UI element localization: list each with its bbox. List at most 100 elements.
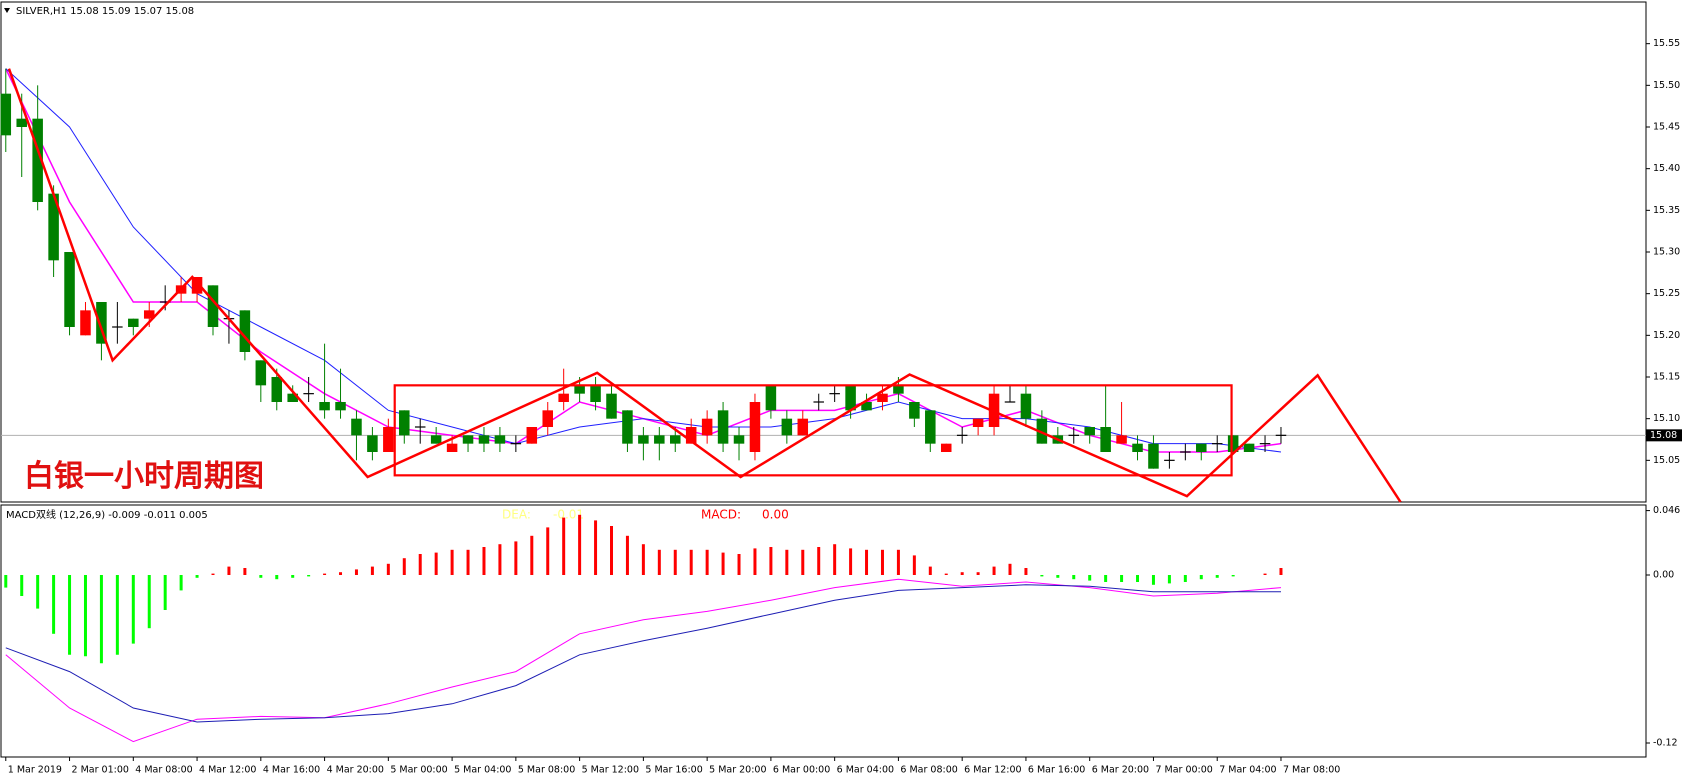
candle-body	[16, 118, 27, 127]
y-tick-label: 15.20	[1653, 330, 1680, 341]
candle-body	[733, 435, 745, 444]
candle-body	[335, 402, 346, 411]
macd-value: 0.00	[762, 508, 789, 522]
x-tick-label: 5 Mar 20:00	[709, 765, 766, 776]
x-tick-label: 7 Mar 08:00	[1283, 765, 1340, 776]
y-tick-label: 15.15	[1653, 372, 1680, 383]
y-tick-label: 15.25	[1653, 288, 1680, 299]
candle-body	[845, 385, 856, 411]
y-tick-label: 15.35	[1653, 205, 1680, 216]
x-tick-label: 5 Mar 04:00	[454, 765, 511, 776]
x-tick-label: 7 Mar 04:00	[1219, 765, 1276, 776]
candle-body	[1148, 443, 1159, 469]
candle-body	[271, 377, 283, 402]
candle-body	[32, 118, 43, 202]
candle-body	[669, 435, 681, 444]
candle-body	[319, 402, 330, 411]
macd-label: MACD:	[701, 508, 741, 522]
candle-body	[701, 418, 713, 436]
x-tick-label: 5 Mar 08:00	[518, 765, 575, 776]
candle-body	[925, 410, 936, 444]
candle-body	[446, 443, 458, 452]
candle-body	[781, 418, 793, 436]
macd-title: MACD双线 (12,26,9) -0.009 -0.011 0.005	[6, 508, 208, 521]
macd-panel	[0, 504, 1647, 758]
candle-body	[590, 385, 601, 402]
zigzag-line	[7, 68, 1402, 503]
y-tick-label: 0.046	[1653, 505, 1680, 516]
range-box	[393, 384, 1233, 477]
candle-body	[383, 427, 394, 452]
dea-value: -0.01	[553, 508, 584, 522]
candle-body	[558, 393, 569, 402]
y-tick-label: 15.30	[1653, 247, 1680, 258]
candle-body	[80, 310, 91, 336]
x-tick-label: 4 Mar 08:00	[135, 765, 192, 776]
candle-body	[1084, 427, 1095, 436]
x-tick-label: 4 Mar 20:00	[327, 765, 384, 776]
candle-body	[574, 385, 585, 394]
candle-body	[654, 435, 665, 444]
candle-body	[351, 418, 362, 436]
candle-body	[1116, 435, 1127, 444]
candle-body	[287, 393, 298, 402]
x-tick-label: 5 Mar 12:00	[582, 765, 639, 776]
candle-body	[191, 277, 203, 294]
candle-body	[48, 193, 59, 261]
x-tick-label: 6 Mar 00:00	[773, 765, 830, 776]
dea-label: DEA:	[502, 508, 531, 522]
candle-body	[861, 402, 872, 411]
candle-body	[749, 402, 761, 452]
last-price-box	[1646, 429, 1682, 442]
moving-average	[5, 68, 1282, 453]
candle-body	[909, 402, 920, 419]
candle-body	[940, 443, 952, 452]
chart-annotation: 白银一小时周期图	[24, 459, 264, 494]
x-tick-label: 5 Mar 16:00	[645, 765, 702, 776]
menu-arrow[interactable]	[4, 8, 10, 13]
candle-body	[462, 435, 474, 444]
candle-body	[1132, 443, 1143, 452]
candle-body	[542, 410, 553, 427]
candle-body	[239, 310, 251, 352]
candle-body	[877, 393, 888, 402]
x-tick-label: 7 Mar 00:00	[1155, 765, 1212, 776]
candle-body	[96, 302, 107, 344]
x-tick-label: 6 Mar 04:00	[837, 765, 894, 776]
y-tick-label: 0.00	[1653, 570, 1674, 581]
candle-body	[478, 435, 490, 444]
x-tick-label: 2 Mar 01:00	[72, 765, 129, 776]
candle-body	[143, 310, 155, 319]
candle-body	[494, 435, 506, 444]
candle-body	[606, 393, 617, 419]
x-tick-label: 1 Mar 2019	[8, 765, 62, 776]
candle-body	[765, 385, 777, 411]
candle-body	[64, 252, 75, 327]
y-tick-label: 15.40	[1653, 163, 1680, 174]
candle-body	[367, 435, 378, 452]
candle-body	[1036, 418, 1048, 444]
candle-body	[430, 435, 442, 444]
candle-body	[622, 410, 633, 444]
candle-body	[526, 427, 538, 444]
x-tick-label: 4 Mar 12:00	[199, 765, 256, 776]
candle-body	[717, 410, 729, 444]
y-tick-label: -0.12	[1653, 738, 1678, 749]
candle-body	[255, 360, 267, 386]
y-tick-label: 15.10	[1653, 413, 1680, 424]
candle-body	[399, 410, 410, 436]
y-tick-label: 15.05	[1653, 455, 1680, 466]
candle-body	[893, 385, 904, 394]
candle-body	[1100, 427, 1111, 452]
chart-title: SILVER,H1 15.08 15.09 15.07 15.08	[16, 6, 194, 17]
y-tick-label: 15.45	[1653, 122, 1680, 133]
x-tick-label: 5 Mar 00:00	[390, 765, 447, 776]
x-tick-label: 6 Mar 16:00	[1028, 765, 1085, 776]
candle-body	[685, 427, 697, 444]
candle-body	[207, 285, 219, 327]
y-tick-label: 15.55	[1653, 38, 1680, 49]
candle-body	[1196, 443, 1207, 452]
candle-body	[1243, 443, 1255, 452]
